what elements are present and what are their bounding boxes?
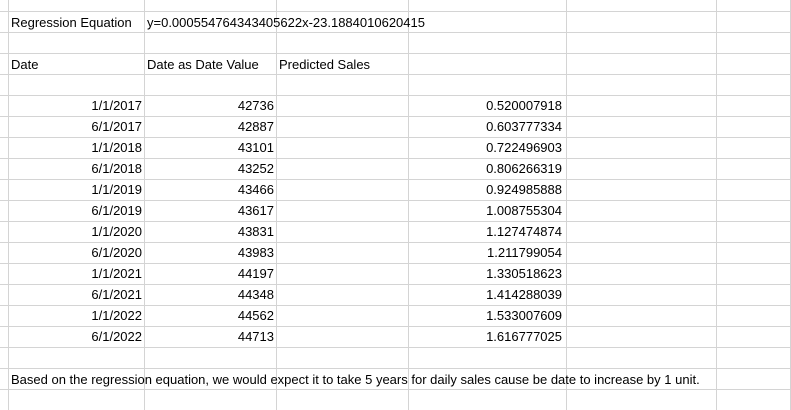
table-cell-date[interactable]: 6/1/2018 — [91, 161, 142, 176]
table-cell-date-value[interactable]: 43466 — [237, 182, 274, 197]
table-cell-predicted-sales[interactable]: 0.520007918 — [486, 98, 562, 113]
table-cell-date[interactable]: 6/1/2019 — [91, 203, 142, 218]
grid-line — [0, 284, 791, 285]
grid-line — [0, 11, 791, 12]
column-header-date-value[interactable]: Date as Date Value — [147, 57, 259, 72]
grid-line — [0, 116, 791, 117]
table-cell-date[interactable]: 6/1/2017 — [91, 119, 142, 134]
table-cell-date-value[interactable]: 43252 — [237, 161, 274, 176]
column-header-predicted-sales[interactable]: Predicted Sales — [279, 57, 371, 72]
table-cell-date-value[interactable]: 43101 — [237, 140, 274, 155]
grid-line — [0, 305, 791, 306]
regression-equation-label[interactable]: Regression Equation — [11, 15, 132, 30]
grid-line — [0, 32, 791, 33]
table-cell-predicted-sales[interactable]: 0.603777334 — [486, 119, 562, 134]
table-cell-date-value[interactable]: 44348 — [237, 287, 274, 302]
table-cell-predicted-sales[interactable]: 1.127474874 — [486, 224, 562, 239]
table-cell-predicted-sales[interactable]: 1.414288039 — [486, 287, 562, 302]
grid-line — [144, 0, 145, 410]
table-cell-date[interactable]: 1/1/2019 — [91, 182, 142, 197]
table-cell-date[interactable]: 6/1/2021 — [91, 287, 142, 302]
grid-line — [0, 221, 791, 222]
grid-line — [566, 0, 567, 410]
table-cell-date-value[interactable]: 44197 — [237, 266, 274, 281]
table-cell-date-value[interactable]: 44713 — [237, 329, 274, 344]
table-cell-date[interactable]: 6/1/2020 — [91, 245, 142, 260]
table-cell-date[interactable]: 1/1/2018 — [91, 140, 142, 155]
table-cell-predicted-sales[interactable]: 1.616777025 — [486, 329, 562, 344]
grid-line — [0, 326, 791, 327]
grid-line — [0, 95, 791, 96]
grid-line — [0, 389, 791, 390]
grid-line — [0, 368, 791, 369]
table-cell-date[interactable]: 1/1/2017 — [91, 98, 142, 113]
grid-line — [8, 0, 9, 410]
table-cell-predicted-sales[interactable]: 1.533007609 — [486, 308, 562, 323]
table-cell-predicted-sales[interactable]: 0.924985888 — [486, 182, 562, 197]
regression-equation-value[interactable]: y=0.000554764343405622x-23.1884010620415 — [147, 15, 425, 30]
grid-line — [0, 263, 791, 264]
table-cell-date-value[interactable]: 43617 — [237, 203, 274, 218]
table-cell-date[interactable]: 1/1/2021 — [91, 266, 142, 281]
conclusion-text[interactable]: Based on the regression equation, we wou… — [11, 372, 700, 387]
grid-line — [0, 200, 791, 201]
table-cell-date-value[interactable]: 42887 — [237, 119, 274, 134]
table-cell-date[interactable]: 6/1/2022 — [91, 329, 142, 344]
grid-line — [716, 0, 717, 410]
table-cell-date-value[interactable]: 43983 — [237, 245, 274, 260]
grid-line — [0, 179, 791, 180]
table-cell-predicted-sales[interactable]: 1.008755304 — [486, 203, 562, 218]
grid-line — [276, 0, 277, 410]
table-cell-date[interactable]: 1/1/2022 — [91, 308, 142, 323]
table-cell-predicted-sales[interactable]: 1.211799054 — [487, 245, 562, 260]
table-cell-date[interactable]: 1/1/2020 — [91, 224, 142, 239]
grid-line — [408, 0, 409, 410]
table-cell-date-value[interactable]: 44562 — [237, 308, 274, 323]
grid-line — [0, 137, 791, 138]
table-cell-predicted-sales[interactable]: 0.806266319 — [486, 161, 562, 176]
table-cell-date-value[interactable]: 42736 — [237, 98, 274, 113]
column-header-date[interactable]: Date — [11, 57, 39, 72]
grid-line — [0, 242, 791, 243]
table-cell-date-value[interactable]: 43831 — [237, 224, 274, 239]
table-cell-predicted-sales[interactable]: 0.722496903 — [486, 140, 562, 155]
grid-line — [0, 158, 791, 159]
grid-line — [0, 53, 791, 54]
table-cell-predicted-sales[interactable]: 1.330518623 — [486, 266, 562, 281]
grid-line — [0, 347, 791, 348]
grid-line — [0, 74, 791, 75]
